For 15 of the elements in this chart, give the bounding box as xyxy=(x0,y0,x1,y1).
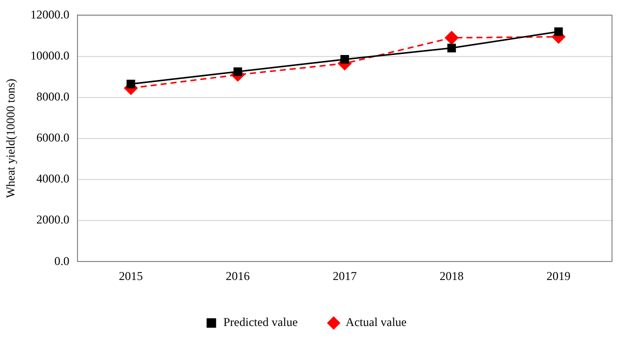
x-tick-label: 2019 xyxy=(546,268,571,283)
y-tick-label: 6000.0 xyxy=(36,130,70,145)
y-tick-label: 0.0 xyxy=(54,254,70,268)
y-tick-label: 10000.0 xyxy=(30,48,70,62)
y-tick-label: 8000.0 xyxy=(36,89,70,104)
y-tick-label: 2000.0 xyxy=(36,212,70,227)
legend-label: Actual value xyxy=(346,315,407,330)
y-tick-label: 12000.0 xyxy=(30,7,70,22)
y-tick-label: 4000.0 xyxy=(36,172,70,186)
x-tick-label: 2018 xyxy=(440,268,464,283)
x-tick-label: 2016 xyxy=(226,268,250,283)
x-tick-label: 2015 xyxy=(118,268,143,283)
y-axis-title: Wheat yield(10000 tons) xyxy=(3,78,18,198)
legend-label: Predicted value xyxy=(223,315,298,330)
x-tick-label: 2017 xyxy=(332,268,357,283)
